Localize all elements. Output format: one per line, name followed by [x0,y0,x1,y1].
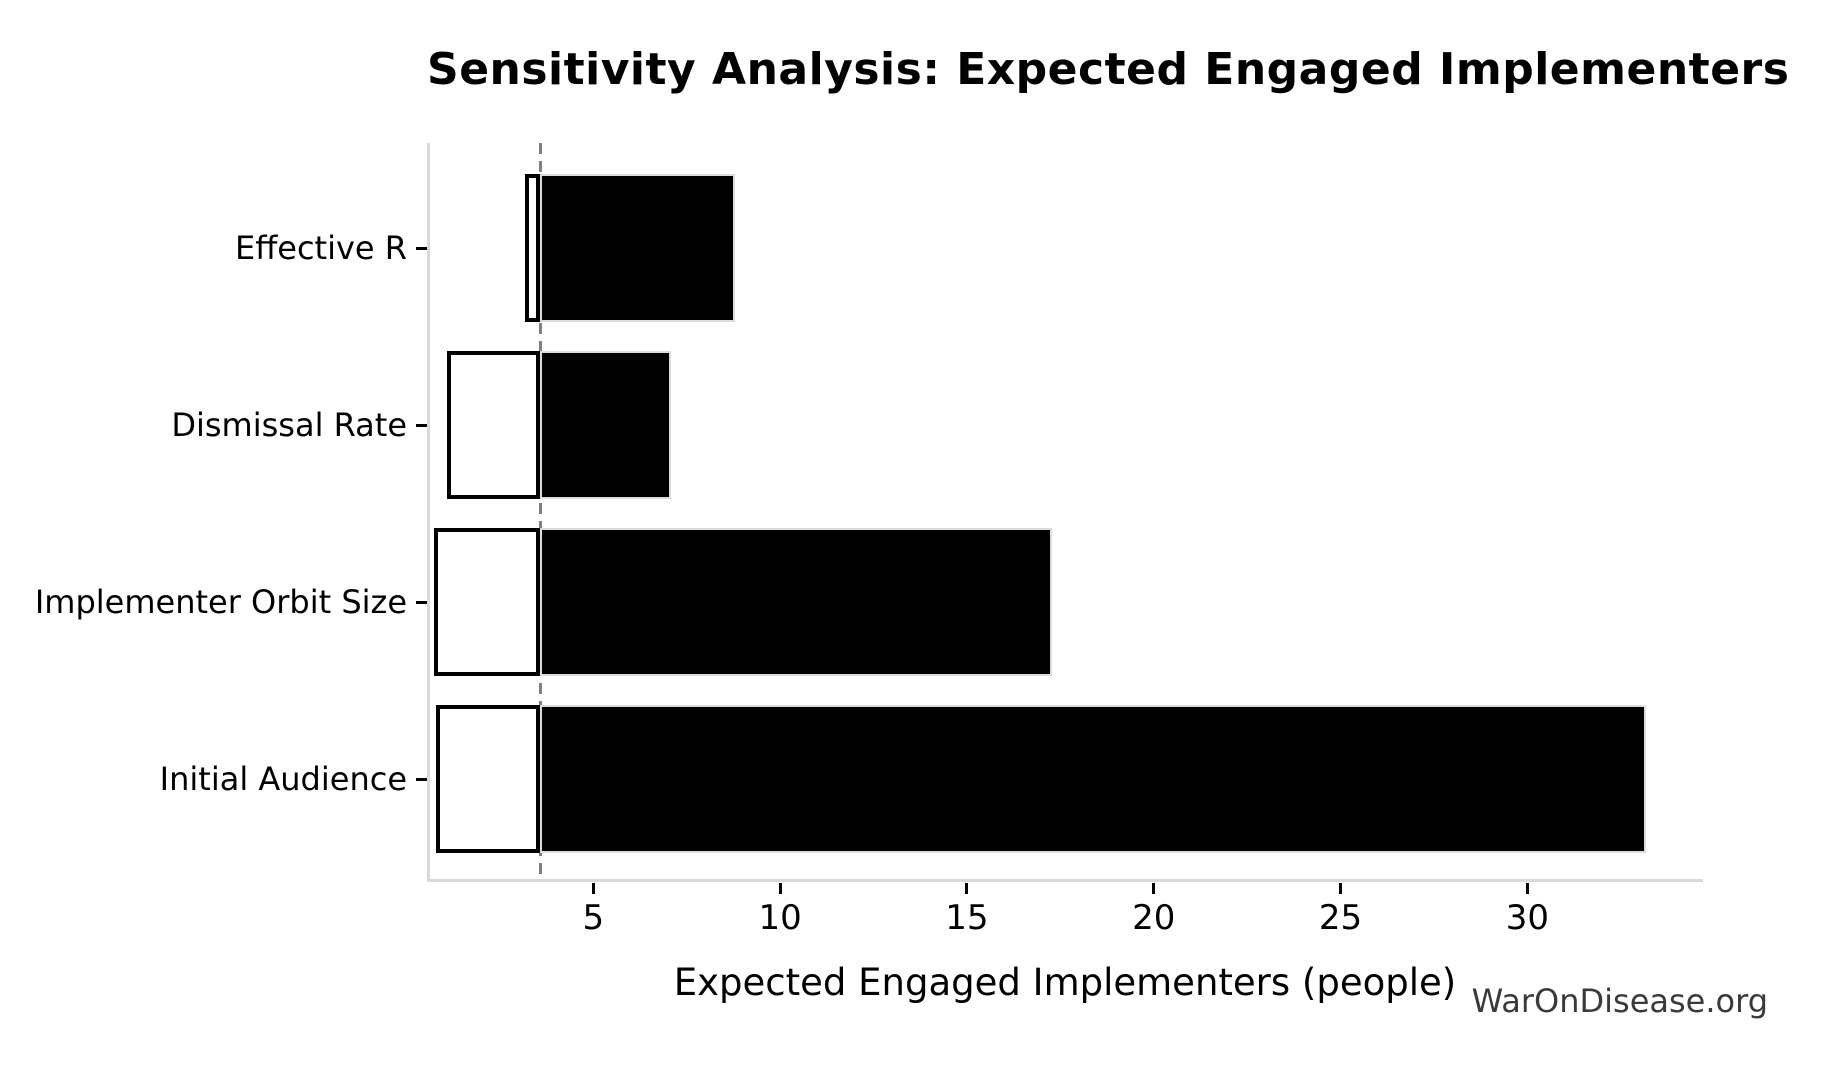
bar-low-dismissal-rate [446,351,541,499]
y-tick-mark-dismissal-rate [416,423,427,427]
y-tick-mark-initial-audience [416,777,427,781]
y-tick-label-effective-r: Effective R [234,229,407,267]
x-tick-label-15: 15 [945,898,989,938]
x-tick-mark-15 [965,883,969,894]
bar-high-dismissal-rate [540,351,671,499]
bar-low-initial-audience [435,705,541,853]
x-tick-mark-30 [1525,883,1529,894]
bar-low-implementer-orbit-size [433,528,541,676]
x-tick-label-20: 20 [1132,898,1176,938]
chart-title: Sensitivity Analysis: Expected Engaged I… [427,44,1790,95]
y-tick-mark-implementer-orbit-size [416,600,427,604]
x-tick-mark-25 [1339,883,1343,894]
x-tick-label-30: 30 [1505,898,1549,938]
x-tick-label-25: 25 [1318,898,1363,938]
x-tick-label-10: 10 [758,898,802,938]
x-tick-mark-20 [1152,883,1156,894]
y-tick-label-implementer-orbit-size: Implementer Orbit Size [34,583,407,621]
y-tick-label-dismissal-rate: Dismissal Rate [171,406,407,444]
bar-high-effective-r [540,174,735,322]
bar-low-effective-r [525,174,541,322]
baseline-dashed-line [538,143,542,879]
bar-high-initial-audience [540,705,1647,853]
y-tick-label-initial-audience: Initial Audience [159,760,407,798]
plot-area [427,143,1703,882]
x-tick-mark-10 [778,883,782,894]
x-tick-label-5: 5 [582,898,605,938]
x-axis-label: Expected Engaged Implementers (people) [673,961,1457,1004]
watermark: WarOnDisease.org [1471,982,1768,1020]
bar-high-implementer-orbit-size [540,528,1053,676]
x-tick-mark-5 [591,883,595,894]
y-tick-mark-effective-r [416,246,427,250]
